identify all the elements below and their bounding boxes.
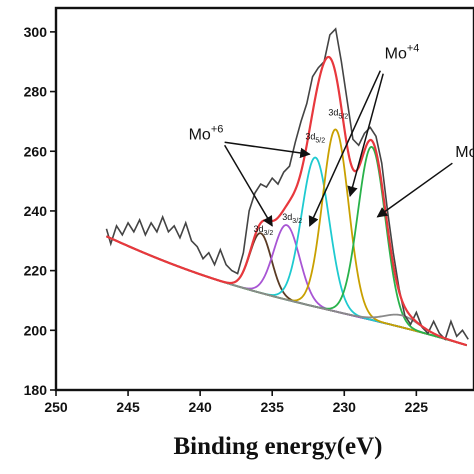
x-axis-label: Binding energy(eV): [173, 433, 382, 460]
y-tick-label: 280: [24, 84, 48, 100]
series-layer: [105, 27, 469, 347]
y-tick-label: 220: [24, 263, 48, 279]
oxidation-state-label: Mo: [455, 144, 474, 161]
orbital-label: 3d3/2: [253, 224, 273, 237]
arrow-layer: [223, 70, 453, 227]
plot-frame: [54, 6, 474, 392]
x-tick-label: 225: [405, 399, 429, 415]
x-tick-labels: 250 245 240 235 230 225: [44, 399, 428, 415]
y-tick-label: 300: [24, 24, 48, 40]
annotation-arrow: [308, 70, 381, 227]
raw-data-line: [105, 27, 469, 341]
y-tick-label: 180: [24, 382, 48, 398]
y-tick-label: 240: [24, 203, 48, 219]
x-tick-label: 250: [44, 399, 68, 415]
peak-mo-other: [106, 145, 468, 347]
annotation-arrow: [376, 162, 453, 218]
x-tick-label: 245: [116, 399, 140, 415]
oxidation-state-label: Mo+4: [385, 43, 420, 63]
orbital-label: 3d3/2: [282, 212, 302, 225]
peak-mo4-3d52: [106, 128, 468, 347]
annotation-arrow: [224, 141, 311, 159]
orbital-label: 3d5/2: [305, 131, 325, 144]
y-tick-label: 200: [24, 322, 48, 338]
y-tick-label: 260: [24, 143, 48, 159]
annotation-arrow: [223, 144, 273, 227]
orbital-label: 3d5/2: [328, 107, 348, 120]
axis-ticks: [50, 31, 418, 396]
x-tick-label: 240: [188, 399, 212, 415]
oxidation-state-label: Mo+6: [189, 123, 224, 143]
x-tick-label: 235: [261, 399, 285, 415]
y-tick-labels: 180 200 220 240 260 280 300: [24, 24, 48, 398]
x-tick-label: 230: [333, 399, 357, 415]
envelope-fit-line: [105, 55, 468, 347]
annotation-arrow: [347, 73, 384, 198]
